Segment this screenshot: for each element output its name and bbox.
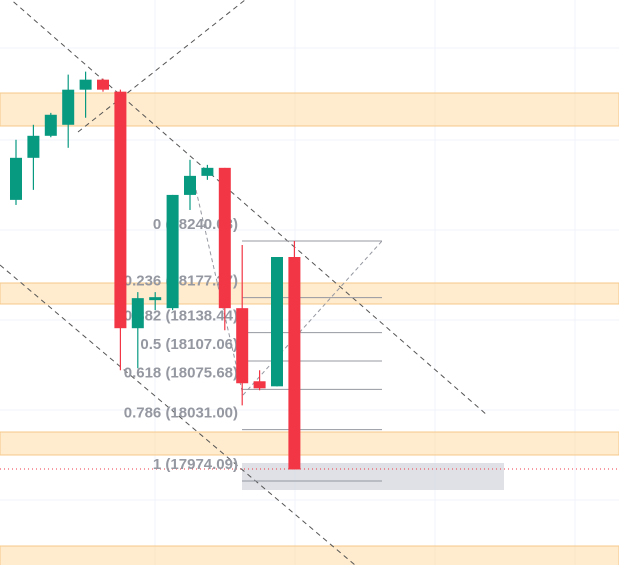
candle-body <box>10 157 22 200</box>
candle-body <box>184 175 196 195</box>
candle-body <box>271 257 283 387</box>
candle-body <box>288 257 301 470</box>
fib-label: 0.5 (18107.06) <box>140 336 238 353</box>
candle-body <box>218 167 231 309</box>
candle-body <box>97 79 109 90</box>
candle-body <box>27 135 40 158</box>
candle-body <box>253 381 266 389</box>
candle-body <box>236 308 249 384</box>
candle-body <box>114 91 127 329</box>
candle-body <box>79 79 92 90</box>
candle-body <box>166 194 179 309</box>
range-box <box>242 463 504 490</box>
fib-label: 0.236 (18177.27) <box>124 273 238 290</box>
candle-body <box>201 167 214 176</box>
candle-body <box>131 298 144 329</box>
fib-label: 0.786 (18031.00) <box>124 405 238 422</box>
fib-label: 0.382 (18138.44) <box>124 308 238 325</box>
candle-body <box>149 297 162 301</box>
zones <box>0 92 619 565</box>
fib-label: 0.618 (18075.68) <box>124 364 238 381</box>
candle-body <box>62 89 75 125</box>
candle-body <box>44 114 57 136</box>
fib-label: 1 (17974.09) <box>153 456 238 473</box>
trend-lines <box>0 0 488 565</box>
candles <box>10 71 301 470</box>
